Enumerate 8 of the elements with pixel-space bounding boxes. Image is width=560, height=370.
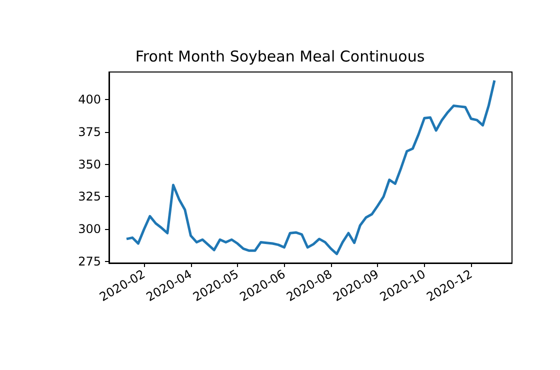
y-tick-label: 275 (78, 254, 101, 269)
y-tick-label: 325 (78, 190, 101, 204)
y-tick-label: 375 (78, 124, 101, 139)
chart-title: Front Month Soybean Meal Continuous (135, 48, 425, 66)
line-series (125, 79, 496, 256)
y-tick-label: 350 (78, 157, 101, 172)
y-tick-label: 400 (78, 92, 101, 106)
y-tick-label: 300 (78, 222, 101, 236)
